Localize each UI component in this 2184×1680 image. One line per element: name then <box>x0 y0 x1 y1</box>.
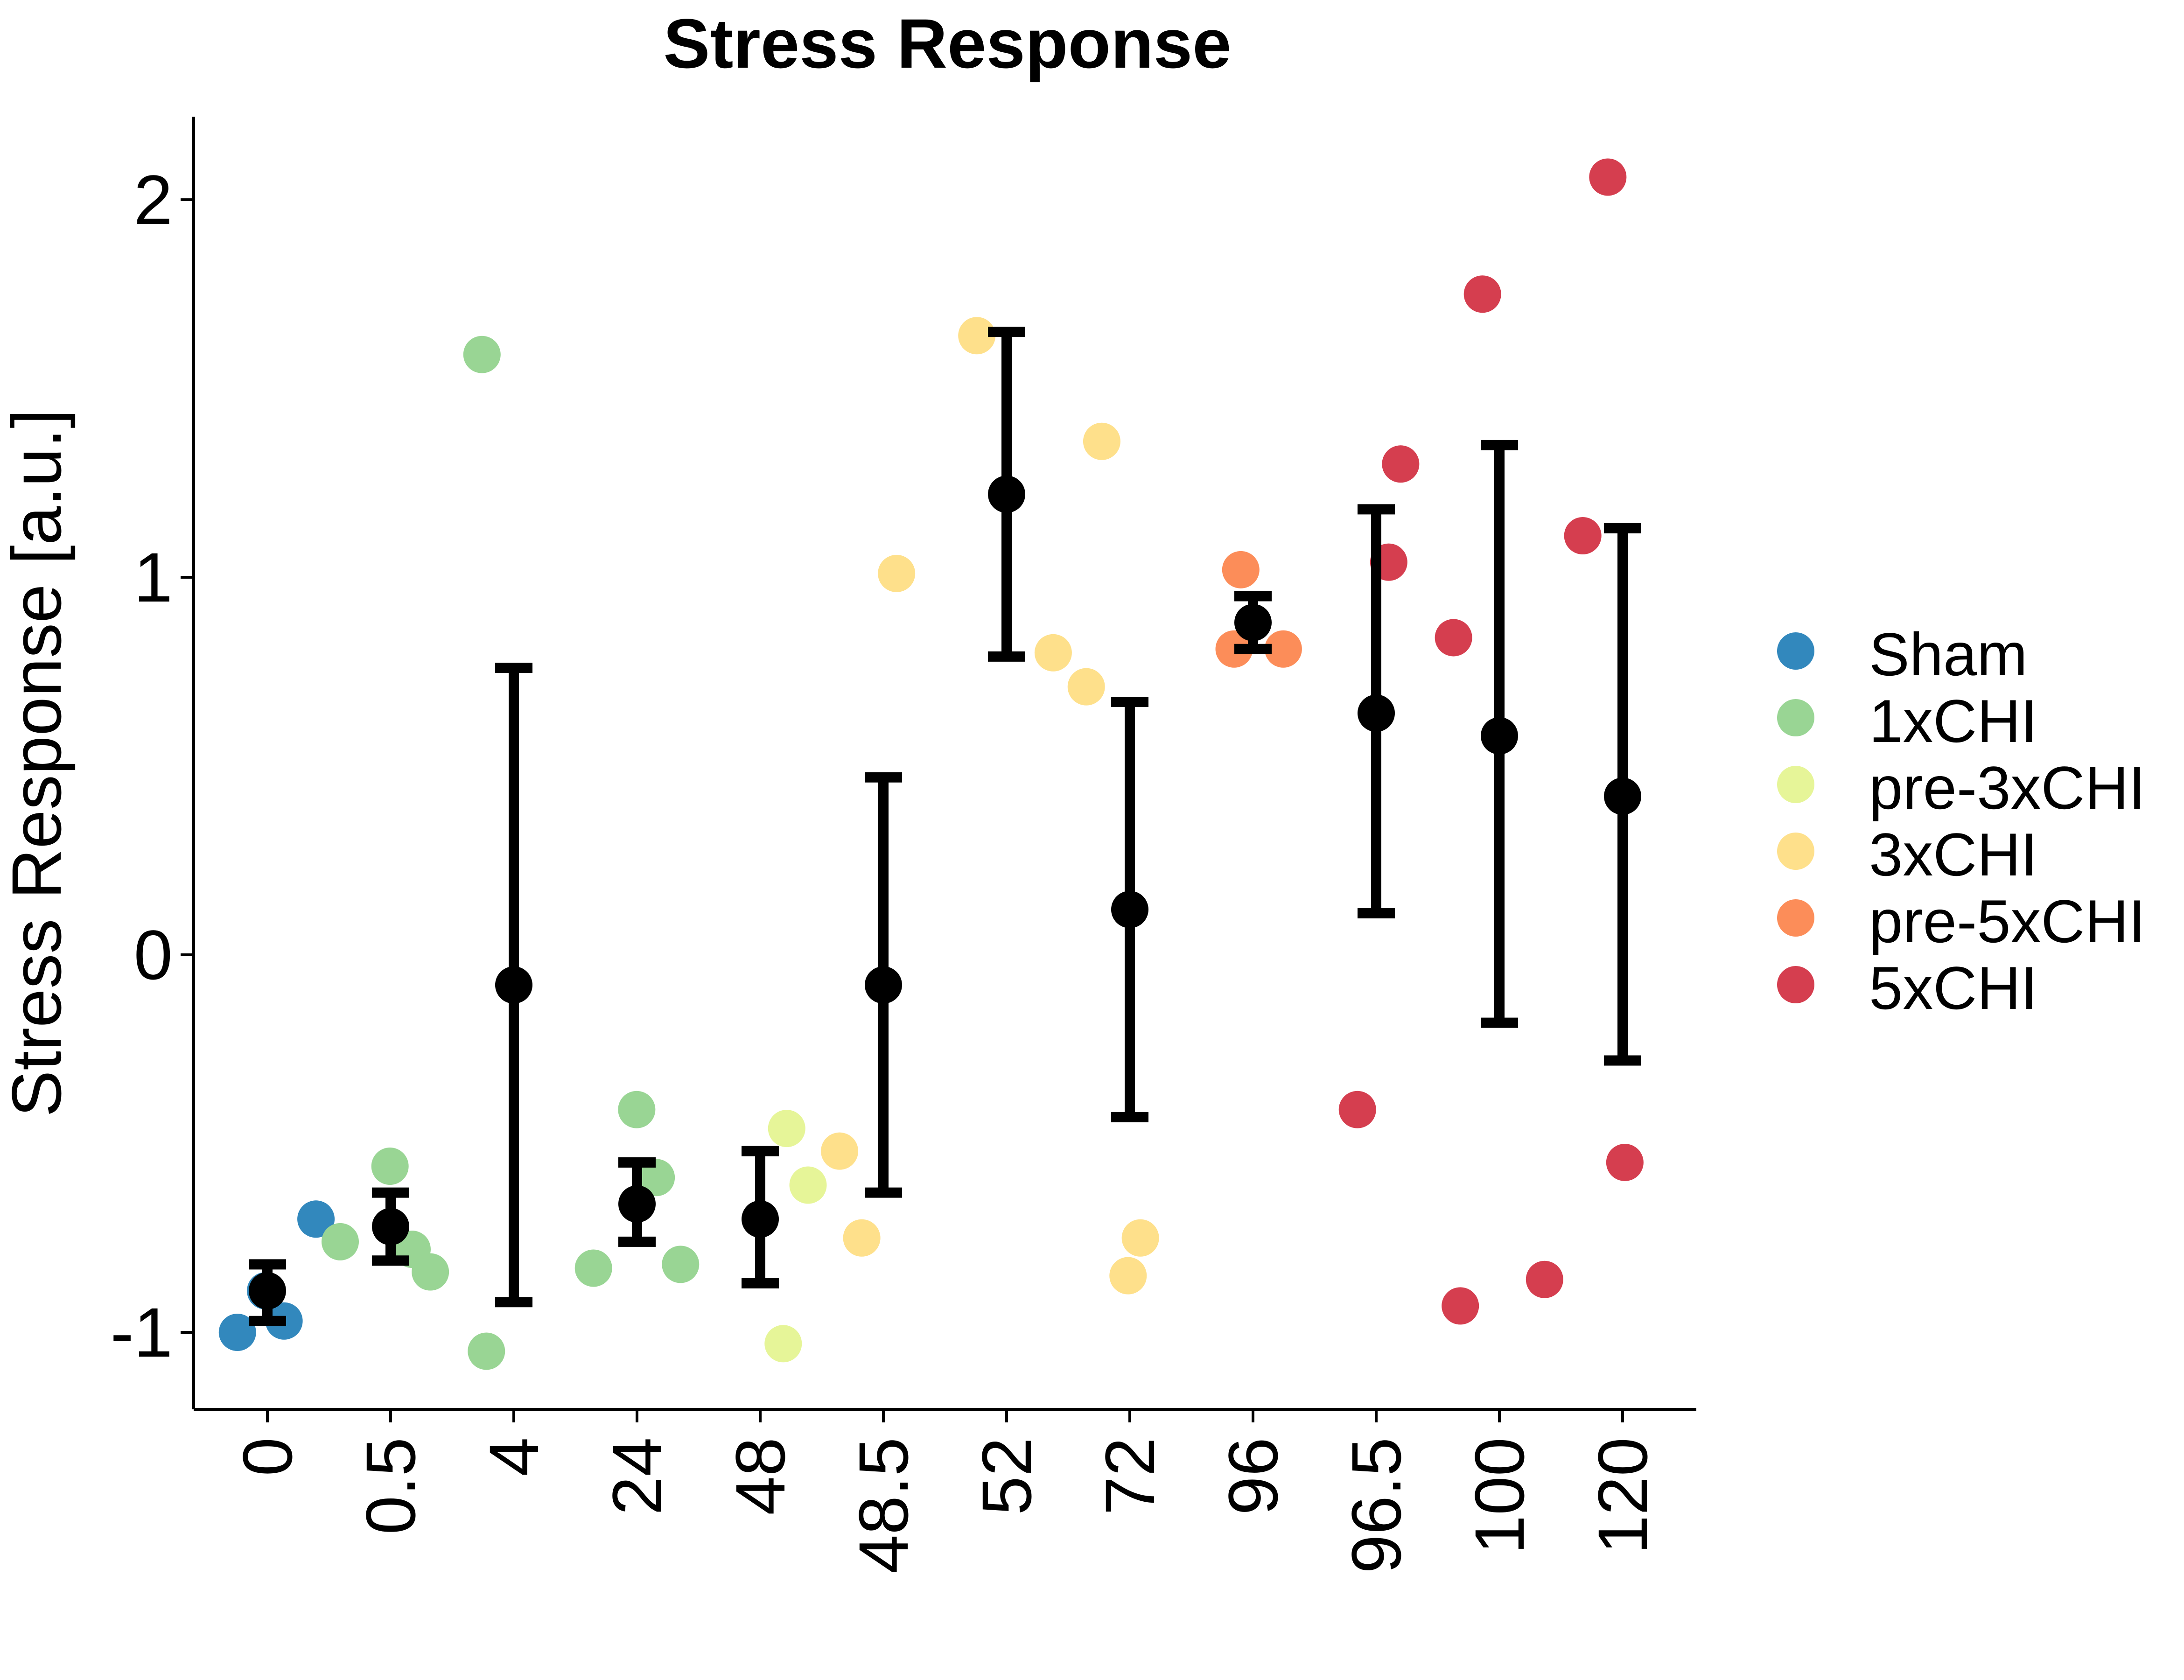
data-point <box>412 1253 449 1291</box>
data-point <box>1264 630 1302 668</box>
data-point <box>321 1223 359 1260</box>
data-point <box>218 1314 256 1351</box>
legend-label: pre-3xCHI <box>1869 754 2145 822</box>
data-point <box>637 1159 675 1197</box>
x-tick-label: 0.5 <box>351 1437 430 1535</box>
mean-point <box>1604 777 1641 815</box>
data-point <box>789 1166 827 1204</box>
chart-title: Stress Response <box>663 4 1231 83</box>
mean-point <box>1358 694 1395 732</box>
mean-point <box>618 1185 656 1223</box>
data-point <box>1338 1091 1376 1128</box>
legend-label: 3xCHI <box>1869 820 2037 889</box>
x-tick-label: 52 <box>967 1437 1046 1515</box>
data-point <box>1121 1219 1159 1257</box>
data-point <box>297 1200 335 1238</box>
mean-point <box>249 1272 286 1310</box>
legend-swatch <box>1777 766 1814 803</box>
legend-label: Sham <box>1869 620 2028 688</box>
mean-point <box>372 1208 409 1246</box>
data-point <box>1215 630 1253 668</box>
x-tick-label: 120 <box>1583 1437 1662 1554</box>
data-point <box>878 554 916 592</box>
data-point <box>1564 517 1602 555</box>
data-point <box>618 1091 656 1128</box>
data-point <box>1606 1143 1644 1181</box>
y-tick-label: 0 <box>134 916 173 994</box>
x-tick-label: 0 <box>228 1437 307 1476</box>
x-tick-label: 4 <box>475 1437 553 1476</box>
mean-point <box>742 1200 779 1238</box>
data-point <box>371 1148 409 1185</box>
mean-point <box>1111 890 1148 928</box>
mean-point <box>988 476 1025 513</box>
axes <box>181 117 1696 1422</box>
data-point <box>1463 275 1501 313</box>
x-tick-label: 72 <box>1091 1437 1169 1515</box>
legend-swatch <box>1777 899 1814 937</box>
data-point <box>1382 445 1420 483</box>
data-point <box>958 317 996 355</box>
x-tick-label: 24 <box>598 1437 676 1515</box>
data-point <box>1083 422 1120 460</box>
data-point <box>1589 158 1627 196</box>
data-point <box>1435 619 1472 657</box>
legend-swatch <box>1777 632 1814 670</box>
data-point <box>1526 1260 1563 1298</box>
mean-point <box>865 966 902 1004</box>
data-point <box>574 1249 612 1287</box>
data-point <box>764 1325 802 1363</box>
x-tick-label: 48.5 <box>844 1437 923 1574</box>
data-point <box>1034 634 1072 672</box>
data-point <box>768 1110 805 1148</box>
data-point <box>468 1332 505 1370</box>
mean-point <box>495 966 532 1004</box>
data-point <box>1067 668 1105 706</box>
data-point <box>843 1219 881 1257</box>
data-point <box>662 1246 700 1283</box>
data-point <box>1109 1257 1147 1295</box>
mean-point <box>1481 717 1518 755</box>
y-tick-label: -1 <box>111 1293 173 1372</box>
x-tick-label: 96 <box>1214 1437 1292 1515</box>
legend-label: pre-5xCHI <box>1869 887 2145 955</box>
data-point <box>1442 1287 1479 1325</box>
legend-swatch <box>1777 966 1814 1003</box>
x-tick-label: 48 <box>721 1437 799 1515</box>
legend-swatch <box>1777 699 1814 736</box>
y-axis-label: Stress Response [a.u.] <box>0 409 76 1117</box>
legend-swatch <box>1777 833 1814 870</box>
mean-error-bars <box>249 327 1641 1326</box>
data-point <box>821 1132 859 1170</box>
data-points <box>218 158 1644 1370</box>
y-tick-label: 1 <box>134 538 173 616</box>
legend-label: 1xCHI <box>1869 687 2037 755</box>
x-tick-label: 100 <box>1460 1437 1539 1554</box>
legend-label: 5xCHI <box>1869 954 2037 1022</box>
data-point <box>463 336 501 373</box>
x-tick-label: 96.5 <box>1337 1437 1415 1574</box>
data-point <box>1222 551 1260 588</box>
y-tick-label: 2 <box>134 161 173 239</box>
mean-point <box>1234 604 1272 642</box>
